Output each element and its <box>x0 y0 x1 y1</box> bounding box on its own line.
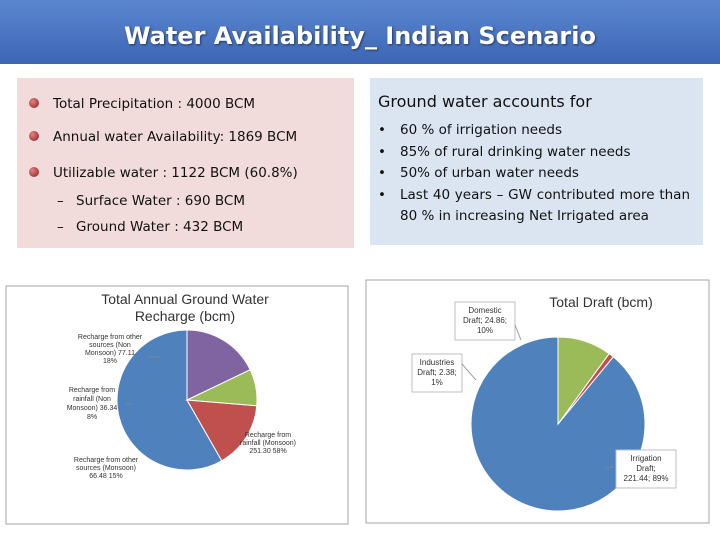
sub-dash: – <box>57 219 64 235</box>
bullet-icon: • <box>378 143 386 160</box>
list-item-text: 85% of rural drinking water needs <box>400 143 631 160</box>
draft-chart-title: Total Draft (bcm) <box>549 294 652 310</box>
list-item: • 60 % of irrigation needs <box>378 120 690 142</box>
list-item: • 50% of urban water needs <box>378 163 690 185</box>
draft-label-box <box>615 449 677 489</box>
sub-item-text: Surface Water : 690 BCM <box>76 193 245 209</box>
list-item: • 85% of rural drinking water needs <box>378 142 690 164</box>
recharge-slice-label: Recharge from rainfall (Monsoon) 251.30 58… <box>240 432 296 455</box>
draft-leader-line <box>604 465 617 469</box>
draft-leader-line <box>514 324 522 341</box>
sub-item: – Surface Water : 690 BCM <box>57 193 245 209</box>
bullet-icon: • <box>378 122 386 138</box>
bullet-text: Utilizable water : 1122 BCM (60.8%) <box>53 165 298 181</box>
bullet-dot-icon <box>29 167 39 177</box>
list-item-text: Last 40 years – GW contributed more than… <box>400 186 690 225</box>
groundwater-list: • 60 % of irrigation needs • 85% of rural … <box>378 120 690 228</box>
bullet-text: Total Precipitation : 4000 BCM <box>53 96 256 112</box>
bullet-icon: • <box>378 165 386 181</box>
recharge-slice-label: Recharge from other sources (Monsoon) 66.4… <box>74 457 139 480</box>
draft-label-box <box>454 301 516 341</box>
list-item: • Last 40 years – GW contributed more tha… <box>378 185 690 228</box>
draft-slice-label: Industries Draft; 2.38; 1% <box>417 358 457 387</box>
bullet-icon: • <box>378 186 386 203</box>
pie-slice <box>186 329 251 401</box>
recharge-slice-label: Recharge from other sources (Non Monsoon) … <box>78 334 143 365</box>
pie-slice <box>116 329 223 471</box>
water-facts-box: Total Precipitation : 4000 BCM Annual wa… <box>17 78 354 248</box>
bullet-dot-icon <box>29 131 39 141</box>
draft-slice-label: Domestic Draft; 24.86; 10% <box>463 306 507 335</box>
recharge-chart-title: Total Annual Ground Water Recharge (bcm) <box>101 291 269 324</box>
draft-slice-label: Irrigation Draft; 221.44; 89% <box>624 454 669 483</box>
sub-item-text: Ground Water : 432 BCM <box>76 219 244 235</box>
sub-item: – Ground Water : 432 BCM <box>57 219 243 235</box>
groundwater-box: Ground water accounts for • 60 % of irrig… <box>370 78 703 245</box>
bullet-dot-icon <box>29 98 39 108</box>
recharge-slice-label: Recharge from rainfall (Non Monsoon) 36.34… <box>67 387 118 421</box>
pie-slice <box>557 336 610 426</box>
draft-leader-line <box>461 363 477 381</box>
draft-label-box <box>411 353 463 393</box>
bullet-text: Annual water Availability: 1869 BCM <box>53 129 298 145</box>
pie-slice <box>186 399 258 462</box>
title-bar: Water Availability_ Indian Scenario <box>0 0 720 64</box>
list-item-text: 60 % of irrigation needs <box>400 122 563 138</box>
sub-dash: – <box>57 193 64 209</box>
groundwater-heading: Ground water accounts for <box>378 92 592 111</box>
slide-title: Water Availability_ Indian Scenario <box>124 22 596 50</box>
list-item-text: 50% of urban water needs <box>400 165 579 181</box>
